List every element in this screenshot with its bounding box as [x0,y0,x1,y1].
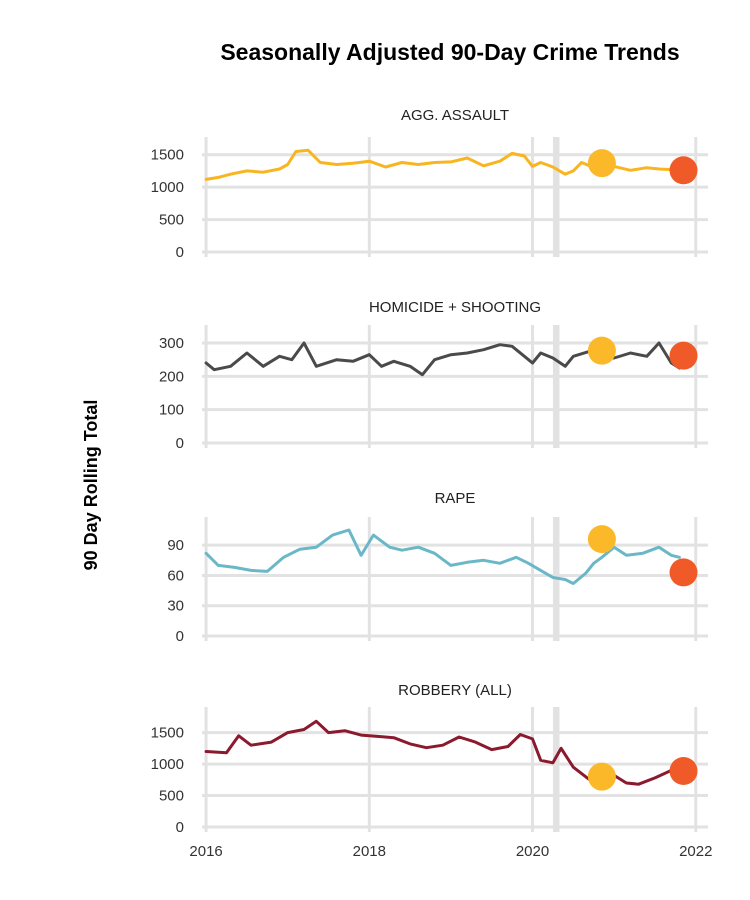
y-tick-label: 0 [176,628,184,645]
series-line [204,528,681,585]
facet-0: AGG. ASSAULT 0 500 1000 1500 [151,107,708,261]
highlight-point-past [587,762,616,791]
y-axis-label: 90 Day Rolling Total [81,400,101,571]
y-tick-label: 0 [176,244,184,261]
y-tick-label: 30 [167,598,184,615]
chart-title: Seasonally Adjusted 90-Day Crime Trends [220,39,679,65]
highlight-point-current [669,757,698,785]
y-tick-label: 500 [159,788,184,805]
y-tick-label: 500 [159,212,184,229]
facet-2: RAPE 0 30 60 90 [167,490,708,645]
x-tick-label: 2022 [679,843,712,860]
y-tick-label: 60 [167,567,184,584]
y-tick-label: 0 [176,819,184,836]
highlight-point-past [587,149,616,178]
x-tick-label: 2018 [353,843,386,860]
y-tick-label: 0 [176,435,184,452]
y-tick-label: 200 [159,368,184,385]
y-tick-label: 90 [167,537,184,554]
highlight-point-current [669,558,698,587]
facet-title: HOMICIDE + SHOOTING [369,299,541,316]
y-tick-label: 1000 [151,179,184,196]
y-tick-label: 1500 [151,147,184,164]
y-tick-label: 1500 [151,725,184,742]
facet-title: RAPE [435,490,476,507]
y-tick-label: 300 [159,335,184,352]
facet-title: AGG. ASSAULT [401,107,509,124]
facet-title: ROBBERY (ALL) [398,682,512,699]
facet-1: HOMICIDE + SHOOTING 0 100 200 300 [159,299,708,452]
highlight-point-past [587,336,616,365]
highlight-point-current [669,156,698,185]
shaded-period [552,707,560,832]
highlight-point-current [669,341,698,370]
x-tick-label: 2016 [189,843,222,860]
x-tick-label: 2020 [516,843,549,860]
y-tick-label: 1000 [151,756,184,773]
highlight-point-past [587,525,616,554]
facet-3: ROBBERY (ALL) 0 500 1000 1500 [151,682,708,836]
y-tick-label: 100 [159,402,184,419]
shaded-period [552,325,560,448]
shaded-period [552,137,560,257]
